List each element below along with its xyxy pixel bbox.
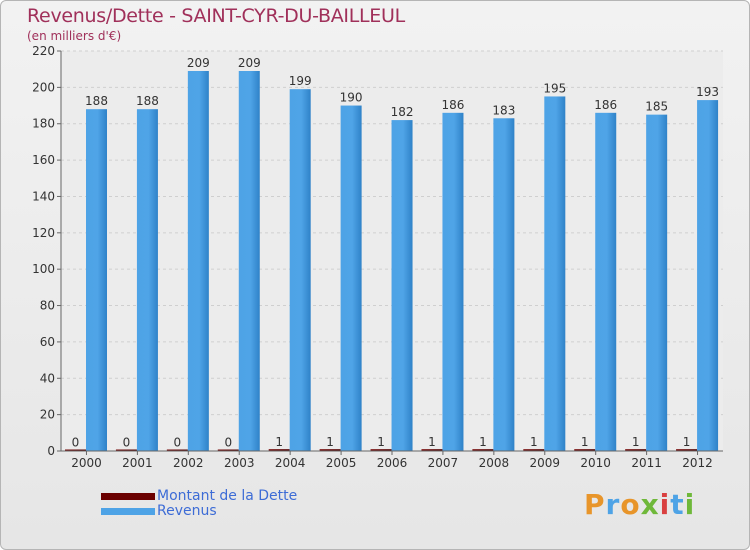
bar-dette — [115, 449, 137, 451]
bar-revenus — [697, 100, 719, 451]
logo-letter: i — [659, 488, 671, 521]
bar-revenus — [238, 71, 260, 451]
bar-dette — [65, 449, 86, 451]
y-tick-label: 20 — [40, 408, 55, 422]
x-tick-label: 2010 — [580, 456, 611, 470]
data-label-dette: 1 — [530, 435, 538, 449]
data-label-revenus: 195 — [543, 81, 566, 95]
data-label-revenus: 190 — [340, 91, 363, 105]
x-tick-label: 2009 — [529, 456, 560, 470]
bar-revenus — [187, 71, 209, 451]
data-label-revenus: 183 — [492, 103, 515, 117]
legend-label-revenus: Revenus — [157, 503, 217, 519]
bar-dette — [370, 449, 392, 451]
data-label-dette: 0 — [123, 436, 131, 450]
data-label-revenus: 188 — [136, 94, 159, 108]
data-label-revenus: 199 — [289, 74, 312, 88]
y-tick-label: 100 — [32, 262, 55, 276]
data-label-dette: 1 — [428, 435, 436, 449]
y-tick-label: 140 — [32, 189, 55, 203]
bars — [65, 71, 719, 452]
data-label-revenus: 186 — [442, 98, 465, 112]
logo-letter: t — [670, 488, 685, 521]
logo-letter: r — [605, 488, 621, 521]
y-axis: 0 20 40 60 80 100 120 140 160 180 200 220 — [32, 44, 62, 458]
data-label-revenus: 186 — [594, 98, 617, 112]
data-label-dette: 1 — [275, 435, 283, 449]
data-label-dette: 0 — [174, 436, 182, 450]
bar-dette — [421, 449, 443, 451]
bar-dette — [625, 449, 647, 451]
y-tick-label: 200 — [32, 80, 55, 94]
legend-swatch-revenus — [101, 508, 155, 515]
bar-revenus — [595, 112, 617, 452]
bar-revenus — [340, 105, 362, 451]
logo-letter: x — [640, 488, 660, 521]
data-label-dette: 1 — [377, 435, 385, 449]
bar-revenus — [289, 89, 311, 451]
logo-letter: i — [684, 488, 696, 521]
data-label-dette: 1 — [581, 435, 589, 449]
bar-dette — [319, 449, 341, 451]
bar-dette — [268, 449, 290, 451]
data-label-revenus: 193 — [696, 85, 719, 99]
x-tick-label: 2002 — [173, 456, 204, 470]
x-tick-label: 2001 — [122, 456, 153, 470]
bar-revenus — [391, 120, 413, 451]
x-tick-label: 2003 — [224, 456, 255, 470]
x-axis: 2000 2001 2002 2003 2004 2005 2006 2007 2008 2009… — [61, 450, 723, 470]
data-label-revenus: 209 — [238, 56, 261, 70]
proxiti-logo: Proxiti — [584, 488, 695, 521]
bar-revenus — [646, 114, 668, 452]
y-tick-label: 160 — [32, 153, 55, 167]
bar-dette — [676, 449, 698, 451]
x-tick-label: 2012 — [682, 456, 713, 470]
bar-dette — [217, 449, 239, 451]
data-label-dette: 0 — [72, 436, 80, 450]
legend-swatch-dette — [101, 493, 155, 500]
logo-letter: o — [620, 488, 641, 521]
x-tick-label: 2005 — [326, 456, 357, 470]
bar-revenus — [86, 109, 107, 451]
y-tick-label: 40 — [40, 371, 55, 385]
bar-revenus — [442, 112, 464, 452]
data-label-revenus: 209 — [187, 56, 210, 70]
y-tick-label: 80 — [40, 299, 55, 313]
x-tick-label: 2008 — [479, 456, 510, 470]
x-tick-label: 2007 — [428, 456, 459, 470]
x-tick-label: 2000 — [71, 456, 102, 470]
data-labels: 0 188 0 188 0 209 0 209 1 199 1 190 1 182 1 186 1 183 1 195… — [72, 56, 719, 450]
bar-dette — [574, 449, 596, 451]
x-tick-label: 2004 — [275, 456, 306, 470]
data-label-dette: 1 — [326, 435, 334, 449]
bar-revenus — [544, 96, 566, 452]
chart-title: Revenus/Dette - SAINT-CYR-DU-BAILLEUL — [27, 5, 405, 27]
chart-subtitle: (en milliers d'€) — [27, 29, 122, 43]
data-label-revenus: 182 — [391, 105, 414, 119]
data-label-dette: 0 — [224, 436, 232, 450]
bar-dette — [472, 449, 494, 451]
y-tick-label: 180 — [32, 117, 55, 131]
bar-revenus — [493, 118, 515, 451]
x-tick-label: 2006 — [377, 456, 408, 470]
bar-revenus — [136, 109, 158, 451]
y-tick-label: 120 — [32, 226, 55, 240]
data-label-dette: 1 — [683, 435, 691, 449]
data-label-revenus: 185 — [645, 100, 668, 114]
bar-dette — [523, 449, 545, 451]
y-tick-label: 60 — [40, 335, 55, 349]
y-tick-label: 0 — [47, 444, 55, 458]
data-label-dette: 1 — [632, 435, 640, 449]
data-label-revenus: 188 — [85, 94, 108, 108]
data-label-dette: 1 — [479, 435, 487, 449]
y-tick-label: 220 — [32, 44, 55, 58]
logo-letter: P — [584, 488, 606, 521]
legend-label-dette: Montant de la Dette — [157, 488, 298, 504]
bar-dette — [166, 449, 188, 451]
x-tick-label: 2011 — [631, 456, 662, 470]
